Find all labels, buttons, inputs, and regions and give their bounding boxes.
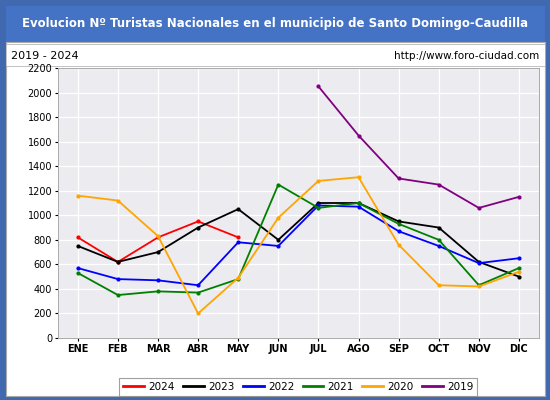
Text: 2019 - 2024: 2019 - 2024: [11, 51, 79, 61]
Legend: 2024, 2023, 2022, 2021, 2020, 2019: 2024, 2023, 2022, 2021, 2020, 2019: [119, 378, 477, 396]
Text: Evolucion Nº Turistas Nacionales en el municipio de Santo Domingo-Caudilla: Evolucion Nº Turistas Nacionales en el m…: [22, 18, 528, 30]
Text: http://www.foro-ciudad.com: http://www.foro-ciudad.com: [394, 51, 539, 61]
